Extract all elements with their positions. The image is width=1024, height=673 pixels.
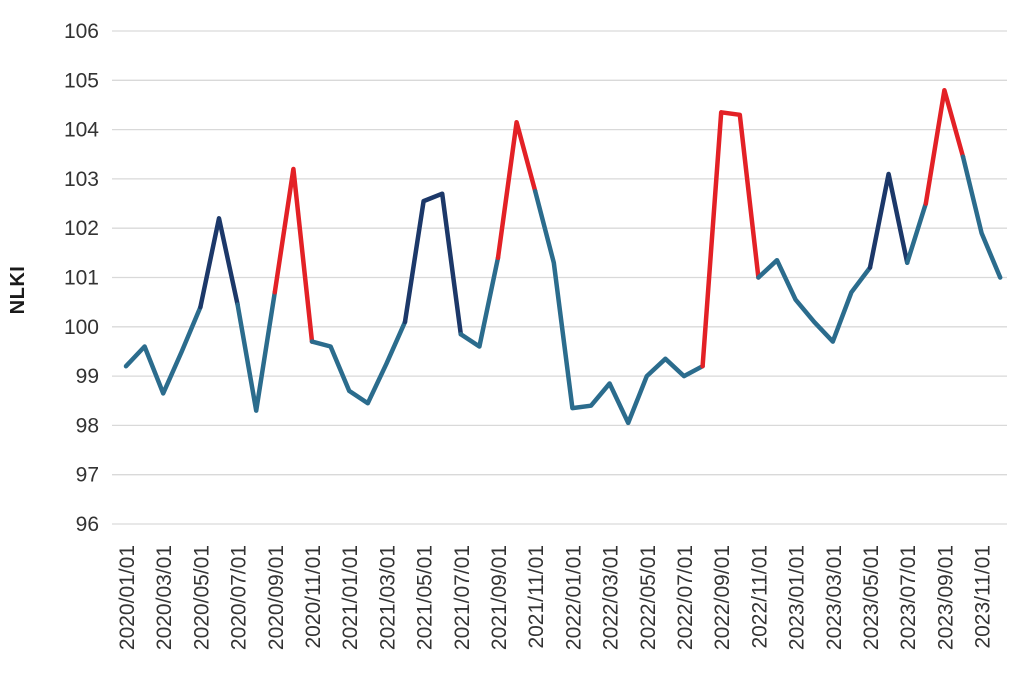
x-tick-label: 2022/07/01: [674, 545, 697, 650]
line-segment-red: [495, 119, 538, 261]
line-segment-teal: [309, 319, 408, 406]
x-tick-label: 2023/07/01: [897, 545, 920, 650]
gridlines: [112, 30, 1007, 525]
line-segment-navy: [402, 191, 464, 337]
x-tick-label: 2022/03/01: [600, 545, 623, 650]
line-segment-teal: [756, 257, 873, 344]
line-segment-red: [700, 110, 761, 369]
y-tick-label: 99: [76, 365, 99, 388]
line-segment-teal: [235, 290, 278, 413]
x-tick-label: 2020/11/01: [302, 545, 325, 649]
line-segment-teal: [123, 304, 203, 396]
line-segment-teal: [532, 188, 705, 426]
y-tick-label: 100: [64, 316, 99, 339]
x-tick-label: 2020/01/01: [116, 545, 139, 650]
x-tick-label: 2021/09/01: [488, 545, 511, 650]
line-segment-teal: [904, 201, 929, 265]
y-tick-label: 104: [64, 119, 99, 142]
y-tick-label: 106: [64, 20, 99, 43]
line-segment-navy: [867, 171, 910, 270]
y-tick-label: 103: [64, 168, 99, 191]
x-tick-label: 2021/07/01: [451, 545, 474, 650]
y-tick-label: 97: [76, 464, 99, 487]
x-tick-label: 2020/07/01: [228, 545, 251, 650]
line-segment-red: [272, 166, 315, 344]
x-tick-label: 2023/05/01: [860, 545, 883, 650]
x-tick-label: 2021/03/01: [376, 545, 399, 650]
y-tick-label: 98: [76, 414, 99, 437]
x-tick-label: 2023/09/01: [934, 545, 957, 650]
line-segment-red: [923, 87, 966, 206]
x-tick-label: 2021/01/01: [339, 545, 362, 650]
y-axis-labels: 96 97 98 99 100 101 102 103 104 105 106: [64, 20, 99, 536]
x-tick-label: 2023/03/01: [823, 545, 846, 650]
line-segment-teal: [960, 154, 1003, 280]
y-tick-label: 105: [64, 69, 99, 92]
line-segment-navy: [198, 216, 240, 310]
x-tick-label: 2023/01/01: [786, 545, 809, 650]
x-tick-label: 2023/11/01: [972, 545, 995, 649]
x-tick-label: 2022/11/01: [748, 545, 771, 649]
x-tick-label: 2022/09/01: [711, 545, 734, 650]
y-tick-label: 96: [76, 513, 99, 536]
series-NLKI: [123, 87, 1003, 426]
y-tick-label: 102: [64, 217, 99, 240]
y-axis-title: NLKI: [7, 265, 29, 315]
x-tick-label: 2022/05/01: [637, 545, 660, 650]
y-tick-label: 101: [64, 267, 99, 290]
x-tick-label: 2020/09/01: [265, 545, 288, 650]
x-tick-label: 2021/05/01: [414, 545, 437, 650]
x-tick-label: 2021/11/01: [525, 545, 548, 649]
x-tick-label: 2022/01/01: [562, 545, 585, 650]
x-tick-label: 2020/03/01: [153, 545, 176, 650]
x-tick-label: 2020/05/01: [190, 545, 213, 650]
x-axis-labels: 2020/01/01 2020/03/01 2020/05/01 2020/07/01…: [116, 545, 995, 650]
line-segment-teal: [458, 255, 501, 349]
